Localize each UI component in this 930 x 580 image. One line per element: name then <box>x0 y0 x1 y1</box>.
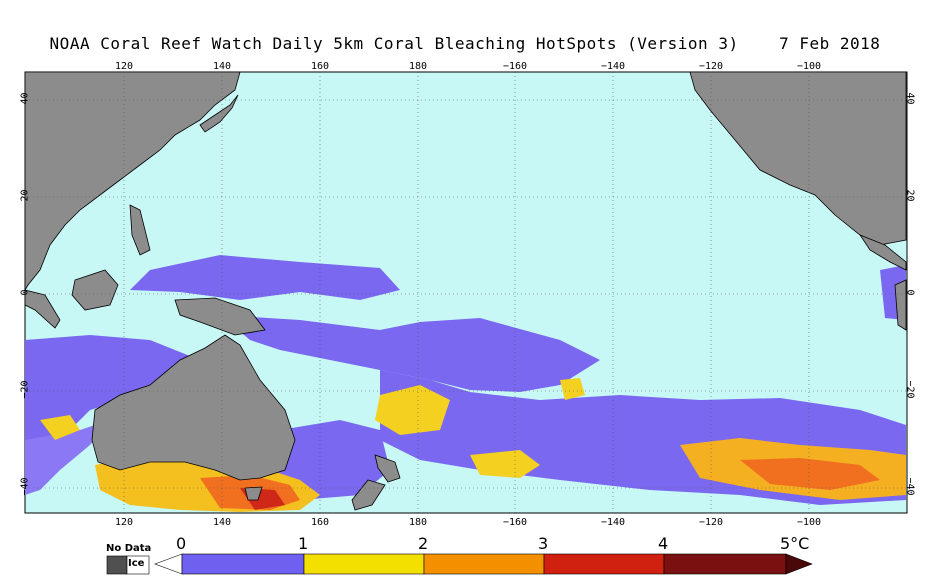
nodata-label: No Data <box>106 543 152 554</box>
bottom-tick: 120 <box>114 517 134 528</box>
left-tick: 20 <box>19 189 31 202</box>
bottom-tick: −100 <box>796 517 822 528</box>
top-tick: −100 <box>796 61 822 72</box>
top-tick: −140 <box>600 61 626 72</box>
scale-label: 2 <box>418 534 429 553</box>
new-guinea-landmass <box>174 297 266 336</box>
ice-swatch <box>126 555 150 575</box>
right-tick: 40 <box>904 92 916 105</box>
left-tick: −40 <box>19 477 31 496</box>
scale-label: 5°C <box>780 534 810 553</box>
bottom-tick: 160 <box>310 517 330 528</box>
top-tick: −120 <box>698 61 724 72</box>
top-tick: 160 <box>310 61 330 72</box>
tasmania-landmass <box>244 486 263 501</box>
right-tick: 0 <box>904 289 916 296</box>
south-america-landmass <box>894 279 907 331</box>
central-america-landmass <box>858 234 907 271</box>
bottom-tick: 180 <box>408 517 428 528</box>
philippines-landmass <box>129 204 151 256</box>
hotspot-regions <box>25 255 906 512</box>
right-tick: −40 <box>904 477 916 496</box>
scale-label: 3 <box>538 534 549 553</box>
bottom-tick: −120 <box>698 517 724 528</box>
bottom-tick: −140 <box>600 517 626 528</box>
graticule <box>25 72 907 513</box>
right-tick: −20 <box>904 380 916 399</box>
top-tick: −160 <box>502 61 528 72</box>
left-tick: 40 <box>19 92 31 105</box>
right-tick: 20 <box>904 189 916 202</box>
ice-label: Ice <box>128 558 145 569</box>
color-scale <box>154 553 813 575</box>
sumatra-landmass <box>24 289 61 329</box>
new-zealand-south-landmass <box>351 479 386 511</box>
borneo-landmass <box>71 269 119 311</box>
left-tick: −20 <box>19 380 31 399</box>
scale-label: 4 <box>658 534 669 553</box>
land-masses <box>24 71 907 511</box>
australia-landmass <box>91 334 296 481</box>
left-tick: 0 <box>19 289 31 296</box>
map-title: NOAA Coral Reef Watch Daily 5km Coral Bl… <box>49 34 881 53</box>
nodata-swatch <box>106 555 128 575</box>
bottom-tick: −160 <box>502 517 528 528</box>
japan-landmass <box>199 94 239 133</box>
top-tick: 180 <box>408 61 428 72</box>
top-tick: 140 <box>212 61 232 72</box>
top-tick: 120 <box>114 61 134 72</box>
north-america-landmass <box>689 71 907 246</box>
scale-label: 0 <box>176 534 187 553</box>
new-zealand-north-landmass <box>374 454 401 483</box>
scale-label: 1 <box>298 534 309 553</box>
bottom-tick: 140 <box>212 517 232 528</box>
